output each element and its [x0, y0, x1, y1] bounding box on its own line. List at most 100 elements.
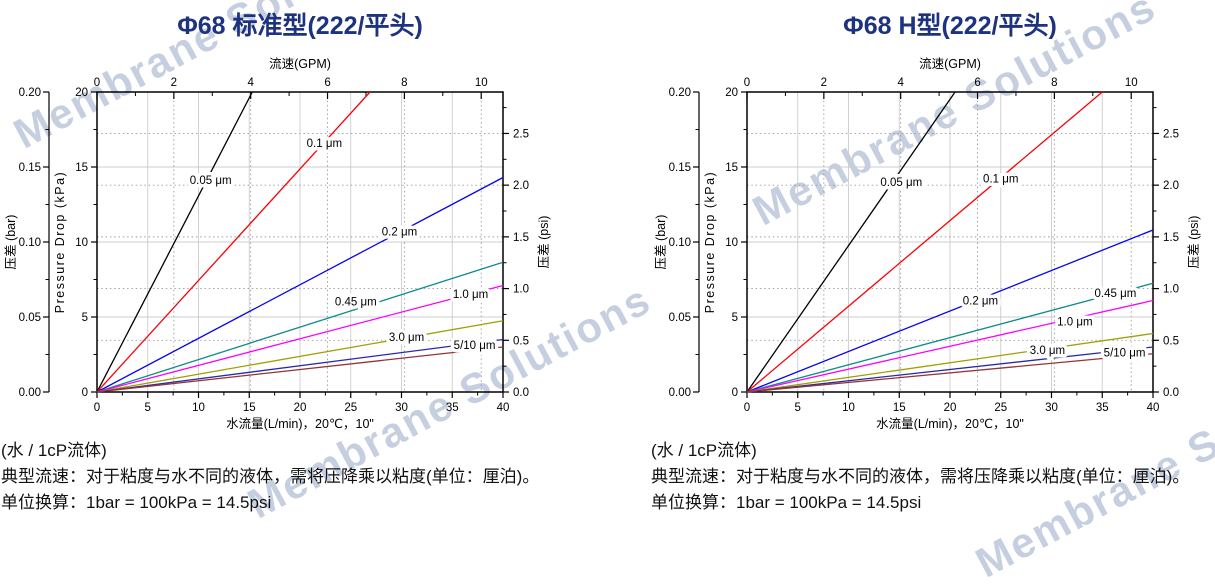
top-axis-tick-label: 2 [821, 77, 827, 89]
series-line [746, 282, 1154, 393]
footnote-conversion: 单位换算：1bar = 100kPa = 14.5psi [651, 493, 922, 512]
footnote-viscosity: 典型流速：对于粘度与水不同的液体，需将压降乘以粘度(单位：厘泊)。 [1, 467, 540, 486]
series-label: 0.2 μm [382, 227, 417, 239]
bar-axis-title: 压差 (bar) [4, 215, 18, 270]
series-label: 3.0 μm [1030, 345, 1065, 357]
x-axis-tick-label: 30 [1045, 402, 1058, 414]
psi-axis-title: 压差 (psi) [1187, 216, 1201, 269]
bar-axis-tick-label: 0.20 [669, 87, 691, 99]
kpa-axis-tick-label: 20 [725, 87, 738, 99]
bar-axis-tick-label: 0.05 [19, 312, 41, 324]
kpa-axis-tick-label: 5 [82, 312, 88, 324]
kpa-axis-tick-label: 10 [75, 237, 88, 249]
top-axis-tick-label: 0 [744, 77, 750, 89]
x-axis-tick-label: 0 [94, 402, 100, 414]
kpa-axis-tick-label: 15 [75, 162, 88, 174]
top-axis-tick-label: 0 [94, 77, 100, 89]
psi-axis-tick-label: 2.0 [513, 180, 529, 192]
chart-title: Φ68 标准型(222/平头) [177, 12, 423, 40]
psi-axis-tick-label: 0.5 [1163, 335, 1179, 347]
x-axis-title: 水流量(L/min)，20℃，10" [876, 417, 1024, 431]
x-axis-tick-label: 20 [944, 402, 957, 414]
series-line [746, 91, 1103, 393]
series-line [746, 91, 956, 393]
bar-axis-title: 压差 (bar) [654, 215, 668, 270]
series-line [746, 332, 1154, 393]
x-axis-tick-label: 0 [744, 402, 750, 414]
series-line [96, 176, 504, 393]
x-axis-tick-label: 5 [145, 402, 151, 414]
chart-h-plot: 0 5 10 15 20 25 30 35 40 水流量(L/min)，20℃，10" 0 2 4 6 8 1… [654, 57, 1201, 431]
series-label: 0.05 μm [190, 175, 232, 187]
top-axis-tick-label: 6 [324, 77, 330, 89]
series-line [96, 91, 253, 393]
series-line [96, 91, 371, 393]
x-axis-tick-label: 40 [1147, 402, 1160, 414]
footnote-conversion: 单位换算：1bar = 100kPa = 14.5psi [1, 493, 272, 512]
top-axis-tick-label: 6 [974, 77, 980, 89]
series-label: 3.0 μm [389, 332, 424, 344]
x-axis-tick-label: 30 [395, 402, 408, 414]
series-line [96, 338, 504, 393]
top-axis-tick-label: 4 [247, 77, 254, 89]
psi-axis-tick-label: 2.5 [513, 128, 529, 140]
series-label: 5/10 μm [454, 340, 496, 352]
footnote-fluid: (水 / 1cP流体) [1, 441, 107, 460]
top-axis-tick-label: 2 [171, 77, 177, 89]
bar-axis-tick-label: 0.00 [19, 387, 41, 399]
kpa-axis-tick-label: 10 [725, 237, 738, 249]
x-axis-tick-label: 10 [842, 402, 855, 414]
x-axis-tick-label: 20 [294, 402, 307, 414]
top-axis-title: 流速(GPM) [919, 57, 981, 71]
series-line [746, 346, 1154, 393]
bar-axis-tick-label: 0.15 [669, 162, 691, 174]
chart-h-type: 0 5 10 15 20 25 30 35 40 水流量(L/min)，20℃，10" 0 2 4 6 8 1… [650, 0, 1215, 527]
kpa-axis-title: Pressure Drop (kPa) [53, 171, 67, 313]
chart-title: Φ68 H型(222/平头) [843, 12, 1057, 40]
series-line [746, 229, 1154, 393]
x-axis-tick-label: 40 [497, 402, 510, 414]
x-axis-tick-label: 15 [243, 402, 256, 414]
top-axis-tick-label: 10 [475, 77, 488, 89]
kpa-axis-tick-label: 0 [82, 387, 88, 399]
bar-axis-tick-label: 0.05 [669, 312, 691, 324]
top-axis-tick-label: 4 [897, 77, 904, 89]
x-axis-tick-label: 25 [994, 402, 1007, 414]
kpa-axis-tick-label: 5 [732, 312, 738, 324]
series-line [96, 320, 504, 393]
kpa-axis-tick-label: 20 [75, 87, 88, 99]
top-axis-tick-label: 8 [401, 77, 407, 89]
x-axis-tick-label: 10 [192, 402, 205, 414]
series-label: 0.1 μm [983, 173, 1018, 185]
bar-axis-tick-label: 0.15 [19, 162, 41, 174]
chart-standard-type: 0 5 10 15 20 25 30 35 40 水流量(L/min)，20℃，10" 0 2 4 6 8 1… [0, 0, 565, 527]
kpa-axis-title: Pressure Drop (kPa) [703, 171, 717, 313]
top-axis-tick-label: 10 [1125, 77, 1138, 89]
kpa-axis-tick-label: 15 [725, 162, 738, 174]
x-axis-title: 水流量(L/min)，20℃，10" [226, 417, 374, 431]
kpa-axis-tick-label: 0 [732, 387, 738, 399]
x-axis-tick-label: 35 [446, 402, 459, 414]
psi-axis-tick-label: 1.0 [513, 284, 529, 296]
psi-axis-tick-label: 2.5 [1163, 128, 1179, 140]
series-label: 0.2 μm [963, 296, 998, 308]
series-label: 0.05 μm [880, 177, 922, 189]
series-label: 0.1 μm [307, 138, 342, 150]
series-line [746, 299, 1154, 393]
psi-axis-tick-label: 0.5 [513, 335, 529, 347]
psi-axis-tick-label: 0.0 [1163, 387, 1179, 399]
bar-axis-tick-label: 0.20 [19, 87, 41, 99]
series-label: 5/10 μm [1104, 348, 1146, 360]
psi-axis-tick-label: 1.0 [1163, 284, 1179, 296]
series-label: 1.0 μm [1057, 317, 1092, 329]
psi-axis-tick-label: 0.0 [513, 387, 529, 399]
x-axis-tick-label: 35 [1096, 402, 1109, 414]
chart-footnotes: (水 / 1cP流体) 典型流速：对于粘度与水不同的液体，需将压降乘以粘度(单位… [651, 438, 1189, 516]
x-axis-tick-label: 25 [344, 402, 357, 414]
top-axis-tick-label: 8 [1051, 77, 1057, 89]
series-label: 1.0 μm [453, 289, 488, 301]
bar-axis-tick-label: 0.00 [669, 387, 691, 399]
chart-standard-plot: 0 5 10 15 20 25 30 35 40 水流量(L/min)，20℃，10" 0 2 4 6 8 1… [4, 57, 551, 431]
psi-axis-title: 压差 (psi) [537, 216, 551, 269]
